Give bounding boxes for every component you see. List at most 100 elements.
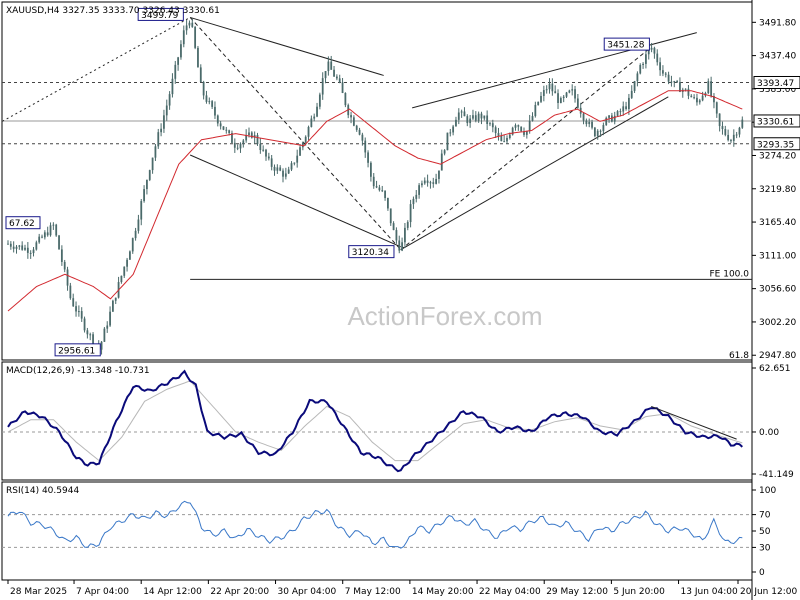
candle <box>12 241 15 253</box>
candle <box>137 214 140 234</box>
candle <box>15 245 18 254</box>
candle <box>616 110 619 117</box>
candle-body <box>202 81 205 96</box>
candle-body <box>188 22 191 26</box>
candle-body <box>92 334 94 345</box>
candle <box>372 173 375 189</box>
candle-body <box>480 113 483 119</box>
candle <box>613 111 616 125</box>
candle-body <box>713 95 715 103</box>
candle <box>233 138 236 153</box>
candle-body <box>341 82 344 93</box>
candle <box>477 111 480 123</box>
candle-body <box>392 223 395 231</box>
candle <box>650 42 653 53</box>
candle <box>375 180 378 189</box>
candle-body <box>557 93 559 103</box>
candle-body <box>469 118 472 124</box>
candle <box>409 199 412 228</box>
candle-body <box>7 243 9 245</box>
candle <box>330 55 333 70</box>
candle-body <box>574 89 576 99</box>
time-tick-label: 30 Apr 04:00 <box>278 587 337 597</box>
candle-body <box>77 311 80 313</box>
candle-body <box>605 117 608 126</box>
candle-body <box>69 285 72 299</box>
candle <box>35 240 38 251</box>
candle <box>659 57 661 76</box>
candle-body <box>551 83 554 92</box>
candle-body <box>324 71 327 79</box>
candle <box>457 108 460 125</box>
candle <box>182 25 185 48</box>
fe-100-label: FE 100.0 <box>710 269 750 279</box>
candle <box>52 222 55 230</box>
candle-body <box>585 120 588 125</box>
candle-body <box>140 201 143 220</box>
candle-body <box>542 90 545 96</box>
candle-body <box>633 81 636 91</box>
candle <box>364 137 367 158</box>
trendline <box>189 154 401 248</box>
candle <box>438 170 440 184</box>
candle <box>18 244 21 250</box>
candle <box>554 85 557 94</box>
candle <box>7 240 9 245</box>
candle-body <box>653 47 656 54</box>
rsi-tick-label: 100 <box>759 486 776 496</box>
time-tick-label: 7 Apr 04:00 <box>76 587 129 597</box>
candle <box>423 177 426 185</box>
trendline <box>400 46 652 251</box>
time-tick-label: 22 Apr 20:00 <box>210 587 269 597</box>
candle <box>664 71 667 78</box>
candle-body <box>432 182 435 184</box>
candle-body <box>276 167 279 171</box>
candle <box>279 165 282 172</box>
candle <box>321 72 324 100</box>
candle-body <box>126 259 128 267</box>
candle <box>316 102 318 118</box>
candle <box>287 166 290 174</box>
candle <box>559 96 562 104</box>
candle-body <box>540 95 542 102</box>
candle <box>89 332 92 341</box>
candle <box>387 197 389 211</box>
candle-body <box>398 240 401 251</box>
candle-body <box>679 82 681 92</box>
candle <box>86 327 89 339</box>
candle-body <box>523 131 525 135</box>
candle-body <box>443 150 446 154</box>
candle <box>633 80 636 94</box>
candle-body <box>168 94 171 106</box>
candle <box>338 74 341 84</box>
candle <box>474 111 477 123</box>
candle-body <box>66 269 69 286</box>
candle <box>194 25 197 50</box>
candle <box>114 297 117 305</box>
candle-body <box>525 131 528 135</box>
candle <box>690 94 693 98</box>
candle-body <box>625 106 627 109</box>
candle-body <box>370 162 372 177</box>
candle-body <box>148 170 151 180</box>
candle-body <box>508 134 511 138</box>
candle <box>531 112 534 122</box>
candle <box>352 115 355 127</box>
candle-body <box>165 105 168 116</box>
candle-body <box>506 137 508 142</box>
candle <box>727 129 730 142</box>
candle <box>421 180 423 188</box>
macd-tick-label: -41.149 <box>759 470 794 480</box>
candle-body <box>474 115 477 121</box>
candle-body <box>21 245 24 250</box>
candle <box>154 144 157 161</box>
candle <box>72 293 75 307</box>
candle-body <box>163 115 165 129</box>
candle-body <box>180 44 182 58</box>
candle-body <box>75 306 77 312</box>
candle <box>596 129 599 140</box>
candle-body <box>591 121 593 128</box>
candle <box>131 237 134 254</box>
candle-body <box>622 106 625 112</box>
candle-body <box>103 328 106 342</box>
